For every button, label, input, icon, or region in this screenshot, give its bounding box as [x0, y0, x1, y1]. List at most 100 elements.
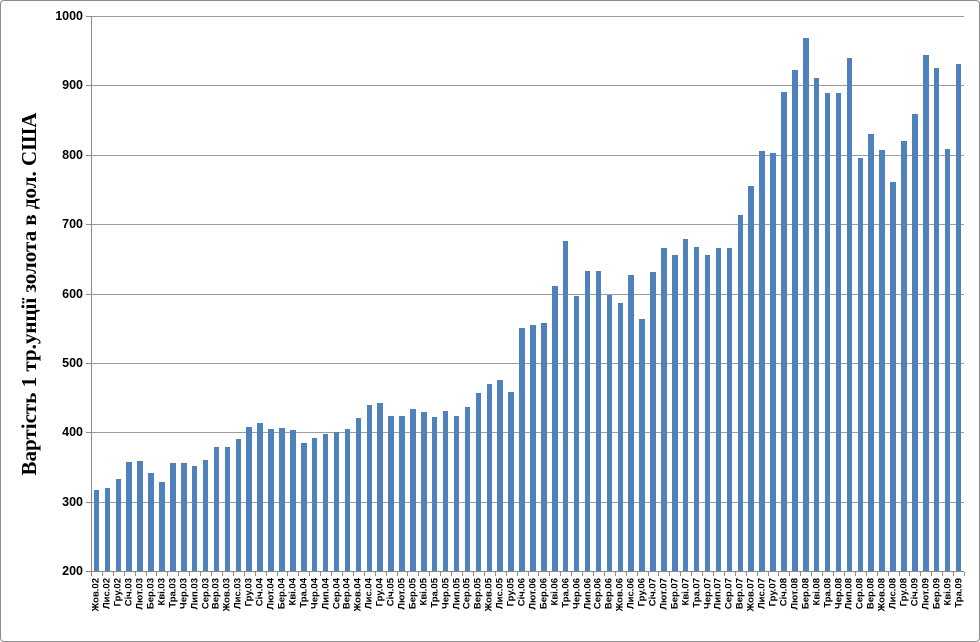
bar — [497, 379, 503, 571]
x-axis-tick — [549, 572, 551, 576]
x-tick-label: Гру.08 — [898, 578, 910, 607]
x-axis-tick — [374, 572, 376, 576]
x-tick-label: Січ.06 — [516, 578, 528, 607]
x-axis-tick — [167, 572, 169, 576]
x-axis-tick — [516, 572, 518, 576]
bar — [704, 255, 711, 571]
x-axis-tick — [211, 572, 213, 576]
bar — [519, 328, 525, 571]
y-tick-label: 900 — [62, 78, 83, 93]
bar — [846, 57, 853, 571]
x-axis-tick — [734, 572, 736, 576]
y-tick-label: 400 — [62, 425, 83, 440]
x-axis-tick — [101, 572, 103, 576]
bar — [759, 150, 765, 571]
x-tick-label: Чер.06 — [571, 578, 583, 609]
bar — [923, 54, 929, 571]
x-axis-tick — [909, 572, 911, 576]
x-tick-label: Кві.03 — [156, 578, 168, 606]
x-axis-tick — [854, 572, 856, 576]
bar — [857, 157, 864, 571]
x-axis-tick — [320, 572, 322, 576]
x-axis-tick — [265, 572, 267, 576]
x-axis-tick — [232, 572, 234, 576]
gridline-700 — [86, 224, 964, 226]
x-tick-label: Кві.09 — [942, 578, 954, 606]
x-tick-label: Кві.07 — [680, 578, 692, 606]
x-axis-tick — [298, 572, 300, 576]
bar — [421, 412, 427, 571]
y-tick-label: 600 — [62, 286, 83, 301]
bar — [170, 463, 176, 571]
x-axis-tick — [440, 572, 442, 576]
y-axis-tick — [86, 154, 91, 156]
x-axis-tick — [887, 572, 889, 576]
x-tick-label: Гру.04 — [374, 578, 386, 607]
bar — [126, 462, 132, 571]
x-axis-tick — [723, 572, 725, 576]
bar — [552, 285, 558, 571]
x-axis-tick — [931, 572, 933, 576]
bar — [606, 294, 613, 571]
y-axis-tick — [86, 224, 91, 226]
y-axis-tick — [86, 362, 91, 364]
bar — [912, 113, 918, 571]
x-axis-tick — [691, 572, 693, 576]
x-axis-tick — [112, 572, 114, 576]
bar — [399, 416, 405, 571]
x-tick-label: Вер.08 — [865, 578, 877, 610]
x-axis-tick — [658, 572, 660, 576]
x-axis-tick — [309, 572, 311, 576]
x-tick-label: Чер.05 — [440, 578, 452, 609]
x-tick-label: Вер.03 — [210, 578, 222, 610]
bar — [148, 473, 154, 571]
x-axis-tick — [625, 572, 627, 576]
x-tick-label: Жов.08 — [876, 578, 888, 612]
x-axis-tick — [331, 572, 333, 576]
x-tick-label: Кві.06 — [549, 578, 561, 606]
x-tick-label: Чер.07 — [702, 578, 714, 609]
x-tick-label: Вер.07 — [734, 578, 746, 610]
x-tick-label: Лют.06 — [527, 578, 539, 610]
x-tick-label: Лют.04 — [265, 578, 277, 610]
x-axis-tick — [538, 572, 540, 576]
bar — [377, 403, 383, 571]
x-tick-label: Гру.03 — [243, 578, 255, 607]
x-tick-label: Лют.03 — [134, 578, 146, 610]
bar — [748, 185, 754, 571]
x-tick-label: Лип.07 — [712, 578, 724, 610]
y-axis-tick — [86, 501, 91, 503]
x-tick-label: Гру.07 — [767, 578, 779, 607]
x-axis-tick — [756, 572, 758, 576]
y-tick-label: 300 — [62, 494, 83, 509]
bar — [933, 68, 940, 571]
x-axis-tick — [647, 572, 649, 576]
x-axis-tick — [865, 572, 867, 576]
x-axis-tick — [91, 572, 92, 576]
x-axis-tick — [767, 572, 769, 576]
x-tick-label: Лис.07 — [756, 578, 768, 609]
bar — [202, 460, 209, 571]
x-tick-label: Сер.03 — [200, 578, 212, 610]
x-axis-tick — [123, 572, 125, 576]
x-axis-tick — [462, 572, 464, 576]
x-tick-label: Чер.08 — [833, 578, 844, 609]
x-tick-label: Бер.04 — [276, 578, 288, 610]
bar — [661, 248, 667, 571]
bar — [453, 415, 460, 571]
x-tick-label: Жов.04 — [352, 578, 364, 612]
x-axis-tick — [287, 572, 289, 576]
bar — [213, 446, 220, 571]
x-tick-label: Лис.05 — [494, 578, 506, 609]
bar — [442, 410, 449, 571]
x-tick-label: Лис.03 — [232, 578, 244, 609]
x-tick-label: Кві.05 — [418, 578, 430, 606]
bar — [224, 446, 231, 571]
x-axis-tick — [898, 572, 900, 576]
x-tick-label: Бер.05 — [407, 578, 419, 610]
x-axis-tick — [778, 572, 780, 576]
bar — [344, 428, 351, 571]
bar — [311, 437, 318, 571]
y-tick-label: 500 — [62, 355, 83, 370]
x-tick-label: Гру.05 — [505, 578, 517, 607]
